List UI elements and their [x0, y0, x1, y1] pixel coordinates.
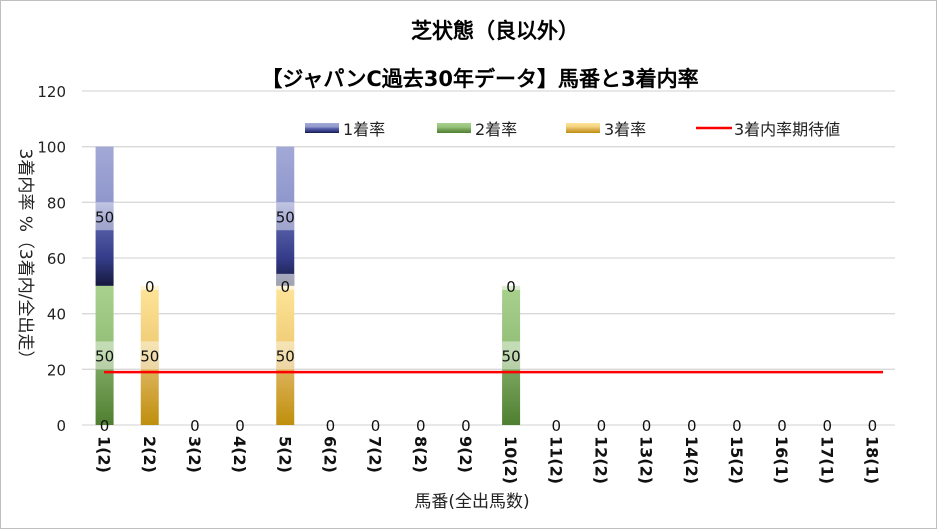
data-label: 0 [687, 417, 697, 435]
bar-segment-2着率 [502, 285, 521, 425]
data-label: 0 [326, 417, 336, 435]
x-tick-label: 10(2) [501, 436, 520, 484]
data-label-band [95, 202, 114, 231]
data-label-band [95, 341, 114, 370]
data-label-band [502, 273, 521, 290]
y-tick-label: 20 [47, 361, 66, 379]
chart-title: 芝状態（良以外） [411, 19, 579, 43]
data-label: 0 [280, 278, 290, 296]
legend-swatch-2着率 [437, 123, 471, 133]
x-tick-label: 7(2) [366, 436, 385, 473]
data-label: 0 [100, 417, 110, 435]
bar-segment-3着率 [276, 285, 295, 425]
x-tick-label: 9(2) [456, 436, 475, 473]
data-label: 0 [551, 417, 561, 435]
x-tick-label: 11(2) [546, 436, 565, 484]
data-label: 0 [642, 417, 652, 435]
y-axis-title: 3着内率 %（3着内/全出走） [15, 149, 35, 368]
data-label: 50 [140, 347, 159, 365]
data-label: 0 [506, 278, 516, 296]
legend-swatch-1着率 [305, 123, 339, 133]
y-tick-label: 0 [56, 417, 66, 435]
x-tick-label: 12(2) [591, 436, 610, 484]
x-tick-label: 6(2) [320, 436, 339, 473]
data-label: 50 [502, 347, 521, 365]
bar-segment-1着率 [276, 146, 295, 286]
data-label: 0 [822, 417, 832, 435]
bar-segment-1着率 [95, 146, 114, 286]
x-tick-label: 17(1) [817, 436, 836, 484]
data-label-band [276, 341, 295, 370]
data-label: 0 [461, 417, 471, 435]
x-axis-title: 馬番(全出馬数) [414, 492, 529, 512]
x-tick-label: 5(2) [275, 436, 294, 473]
y-tick-label: 60 [47, 250, 66, 268]
x-tick-label: 16(1) [772, 436, 791, 484]
x-tick-label: 14(2) [682, 436, 701, 484]
bar-segment-2着率 [95, 285, 114, 425]
x-tick-label: 4(2) [230, 436, 249, 473]
data-label: 50 [276, 208, 295, 226]
x-tick-label: 13(2) [637, 436, 656, 484]
data-label: 0 [371, 417, 381, 435]
data-label-band [140, 341, 159, 370]
data-label: 0 [235, 417, 245, 435]
x-tick-label: 15(2) [727, 436, 746, 484]
data-label: 0 [190, 417, 200, 435]
y-tick-label: 100 [37, 139, 66, 157]
legend-label: 3着内率期待値 [734, 120, 840, 139]
chart-subtitle: 【ジャパンC過去30年データ】馬番と3着内率 [261, 67, 698, 91]
data-label-band [276, 273, 295, 290]
y-tick-label: 40 [47, 306, 66, 324]
legend-label: 2着率 [475, 120, 517, 139]
bar-segment-3着率 [140, 285, 159, 425]
legend-label: 3着率 [604, 120, 646, 139]
data-label: 50 [95, 208, 114, 226]
y-tick-label: 120 [37, 83, 66, 101]
x-tick-label: 8(2) [411, 436, 430, 473]
data-label-band [502, 341, 521, 370]
data-label: 0 [597, 417, 607, 435]
data-label: 0 [777, 417, 787, 435]
legend-label: 1着率 [343, 120, 385, 139]
data-label: 0 [868, 417, 878, 435]
data-label: 50 [276, 347, 295, 365]
data-label-band [140, 273, 159, 290]
x-tick-label: 1(2) [95, 436, 114, 473]
y-tick-label: 80 [47, 194, 66, 212]
x-tick-label: 3(2) [185, 436, 204, 473]
data-label: 0 [416, 417, 426, 435]
data-label: 0 [145, 278, 155, 296]
x-tick-label: 2(2) [140, 436, 159, 473]
data-label-band [276, 202, 295, 231]
x-tick-label: 18(1) [862, 436, 881, 484]
data-label: 0 [732, 417, 742, 435]
data-label: 50 [95, 347, 114, 365]
legend-swatch-3着率 [566, 123, 600, 133]
